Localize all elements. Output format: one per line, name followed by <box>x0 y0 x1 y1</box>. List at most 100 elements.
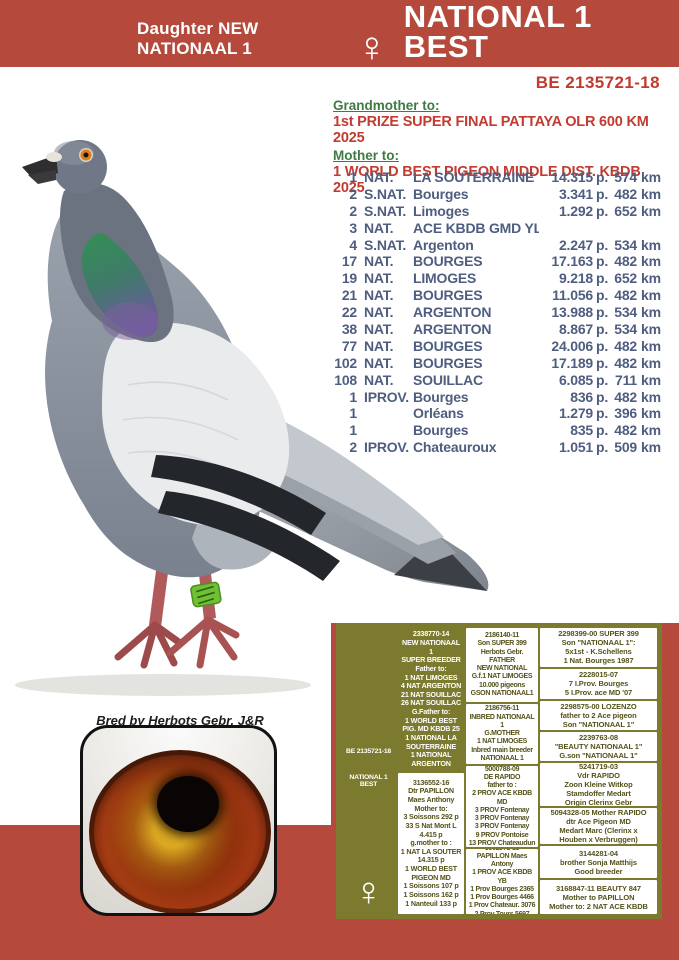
result-position: 1 <box>349 422 357 439</box>
result-place: LIMOGES <box>413 270 477 287</box>
pedigree-parents-column: 2338770-14 NEW NATIONAAL 1 SUPER BREEDER… <box>398 628 464 914</box>
result-category: NAT. <box>364 287 394 304</box>
result-distance: 574 <box>614 169 637 185</box>
result-place: Argenton <box>413 236 474 253</box>
result-place: BOURGES <box>413 354 483 371</box>
result-pigeons: 24.006 <box>551 337 593 354</box>
intro-titles: Grandmother to: 1st PRIZE SUPER FINAL PA… <box>333 96 673 198</box>
result-row: 108 NAT. SOUILLAC 6.085 p. 711 km <box>333 372 663 389</box>
result-row: 1 Orléans 1.279 p. 396 km <box>333 405 663 422</box>
result-distance: 534 <box>614 321 637 338</box>
result-row: 1 Bourges 835 p. 482 km <box>333 422 663 439</box>
result-pigeons: 8.867 <box>558 321 593 338</box>
result-p-unit: p. <box>596 270 609 287</box>
pedigree-subject-column: BE 2135721-18 NATIONAL 1 BEST ♀ <box>341 628 396 914</box>
result-km-unit <box>637 220 663 237</box>
result-row: 1 NAT. LA SOUTERRAINE 14.315 p. 574 km <box>333 169 663 186</box>
result-pigeons: 13.988 <box>551 304 593 321</box>
result-distance: 482 <box>614 388 637 405</box>
result-category: S.NAT. <box>364 236 407 253</box>
result-category: S.NAT. <box>364 202 407 219</box>
result-p-unit: p. <box>596 337 609 354</box>
result-km-unit: km <box>641 202 661 219</box>
result-distance: 482 <box>614 253 637 270</box>
pedigree-dam-cell: 3136552-16 Dtr PAPILLON Maes Anthony Mot… <box>398 772 464 914</box>
result-km-unit: km <box>641 321 661 338</box>
pedigree-cell: 2186140-11 Son SUPER 399 Herbots Gebr. F… <box>466 628 538 703</box>
result-row: 2 S.NAT. Limoges 1.292 p. 652 km <box>333 203 663 220</box>
pedigree-table: BE 2135721-18 NATIONAL 1 BEST ♀ 2338770-… <box>336 623 662 919</box>
result-position: 77 <box>341 337 357 354</box>
result-p-unit: p. <box>596 388 609 405</box>
result-distance: 482 <box>614 287 637 304</box>
result-place: Bourges <box>413 185 469 202</box>
result-row: 2 S.NAT. Bourges 3.341 p. 482 km <box>333 186 663 203</box>
result-distance: 711 <box>615 371 637 388</box>
result-distance <box>608 220 637 237</box>
header-band: Daughter NEW NATIONAAL 1 ♀ NATIONAL 1 BE… <box>0 0 679 70</box>
result-position: 17 <box>341 253 357 270</box>
pedigree-cell: 5000788-09 DE RAPIDO father to : 2 PROV … <box>466 766 538 848</box>
result-pigeons: 17.163 <box>551 253 593 270</box>
result-pigeons: 3.341 <box>558 185 593 202</box>
result-category: NAT. <box>364 321 394 338</box>
result-km-unit: km <box>641 354 661 371</box>
page-title: NATIONAL 1 BEST <box>403 0 592 64</box>
result-category: NAT. <box>364 337 394 354</box>
result-category: S.NAT. <box>364 185 407 202</box>
result-place: BOURGES <box>413 337 483 354</box>
result-pigeons: 17.189 <box>551 354 593 371</box>
result-row: 17 NAT. BOURGES 17.163 p. 482 km <box>333 253 663 270</box>
race-results-list: 1 NAT. LA SOUTERRAINE 14.315 p. 574 km 2 S.NAT.… <box>333 169 663 456</box>
female-symbol-icon: ♀ <box>356 23 388 70</box>
result-row: 19 NAT. LIMOGES 9.218 p. 652 km <box>333 270 663 287</box>
result-position: 3 <box>349 219 357 236</box>
result-position: 19 <box>341 270 357 287</box>
result-p-unit: p. <box>596 422 609 439</box>
result-km-unit: km <box>641 337 661 354</box>
result-pigeons: 1.279 <box>558 405 593 422</box>
result-distance: 482 <box>614 354 637 371</box>
result-pigeons: 2.247 <box>558 236 593 253</box>
result-km-unit: km <box>641 287 661 304</box>
result-place: ARGENTON <box>413 304 492 321</box>
result-position: 38 <box>341 321 357 338</box>
pedigree-cell: 3168847-11 BEAUTY 847 Mother to PAPILLON… <box>540 880 657 914</box>
pedigree-cell: 2298399-00 SUPER 399 Son "NATIONAAL 1": … <box>540 628 657 667</box>
result-category: IPROV. <box>364 388 409 405</box>
pedigree-grandparents-column: 2186140-11 Son SUPER 399 Herbots Gebr. F… <box>466 628 538 915</box>
pedigree-cell: 5094328-05 Mother RAPIDO dtr Ace Pigeon … <box>540 808 657 845</box>
result-pigeons: 835 <box>570 422 593 439</box>
result-place: Chateauroux <box>413 439 497 456</box>
result-row: 3 NAT. ACE KBDB GMD YL 2025 <box>333 220 663 237</box>
result-position: 2 <box>349 439 357 456</box>
result-km-unit: km <box>641 253 661 270</box>
grandmother-label: Grandmother to: <box>333 98 440 113</box>
result-distance: 509 <box>614 439 637 456</box>
result-row: 1 IPROV. Bourges 836 p. 482 km <box>333 389 663 406</box>
result-position: 102 <box>334 354 357 371</box>
result-place: ACE KBDB GMD YL 2025 <box>413 219 539 236</box>
result-distance: 534 <box>614 304 637 321</box>
result-km-unit: km <box>641 388 661 405</box>
result-p-unit: p. <box>596 169 609 185</box>
result-km-unit: km <box>641 236 661 253</box>
result-position: 22 <box>341 304 357 321</box>
result-category: NAT. <box>364 354 394 371</box>
result-position: 108 <box>334 371 357 388</box>
result-position: 2 <box>349 202 357 219</box>
result-position: 1 <box>349 169 357 185</box>
result-row: 2 IPROV. Chateauroux 1.051 p. 509 km <box>333 439 663 456</box>
result-position: 1 <box>349 388 357 405</box>
pedigree-cell: 3002971-13 PAPILLON Maes Antony 1 PROV A… <box>466 849 538 915</box>
result-place: Limoges <box>413 202 470 219</box>
result-p-unit: p. <box>596 354 609 371</box>
result-position: 21 <box>341 287 357 304</box>
result-pigeons: 1.051 <box>558 439 593 456</box>
eye-pupil <box>157 776 219 832</box>
result-p-unit: p. <box>596 405 609 422</box>
result-km-unit: km <box>641 422 661 439</box>
result-km-unit: km <box>641 169 661 185</box>
eye-iris <box>89 750 271 913</box>
pigeon-photo <box>15 140 490 696</box>
